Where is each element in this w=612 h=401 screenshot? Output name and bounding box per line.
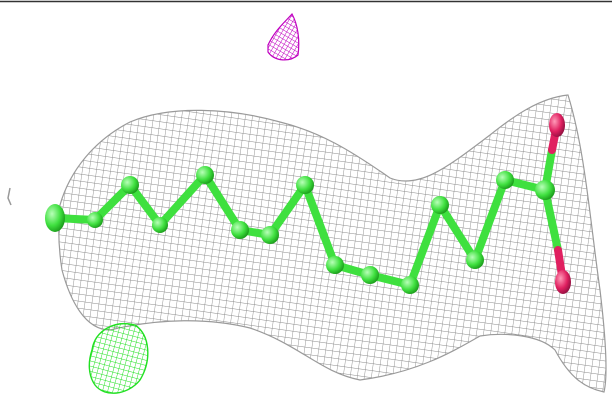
atom bbox=[152, 217, 168, 233]
atom bbox=[261, 226, 279, 244]
atom bbox=[555, 270, 571, 294]
atom bbox=[549, 113, 565, 137]
atom bbox=[466, 251, 484, 269]
oxygens bbox=[548, 113, 571, 294]
atom bbox=[45, 204, 65, 232]
density-mesh bbox=[58, 94, 607, 393]
atom bbox=[401, 276, 419, 294]
atom bbox=[121, 176, 139, 194]
bond bbox=[541, 186, 562, 254]
magenta-mesh bbox=[267, 12, 300, 61]
atom bbox=[361, 266, 379, 284]
atom bbox=[431, 196, 449, 214]
atom bbox=[535, 180, 555, 200]
atom bbox=[296, 176, 314, 194]
mark-left bbox=[7, 187, 12, 206]
atoms bbox=[45, 166, 555, 294]
atom bbox=[87, 212, 103, 228]
atom bbox=[196, 166, 214, 184]
green-mesh bbox=[88, 323, 149, 394]
atom bbox=[231, 221, 249, 239]
atom bbox=[496, 171, 514, 189]
atom bbox=[326, 256, 344, 274]
